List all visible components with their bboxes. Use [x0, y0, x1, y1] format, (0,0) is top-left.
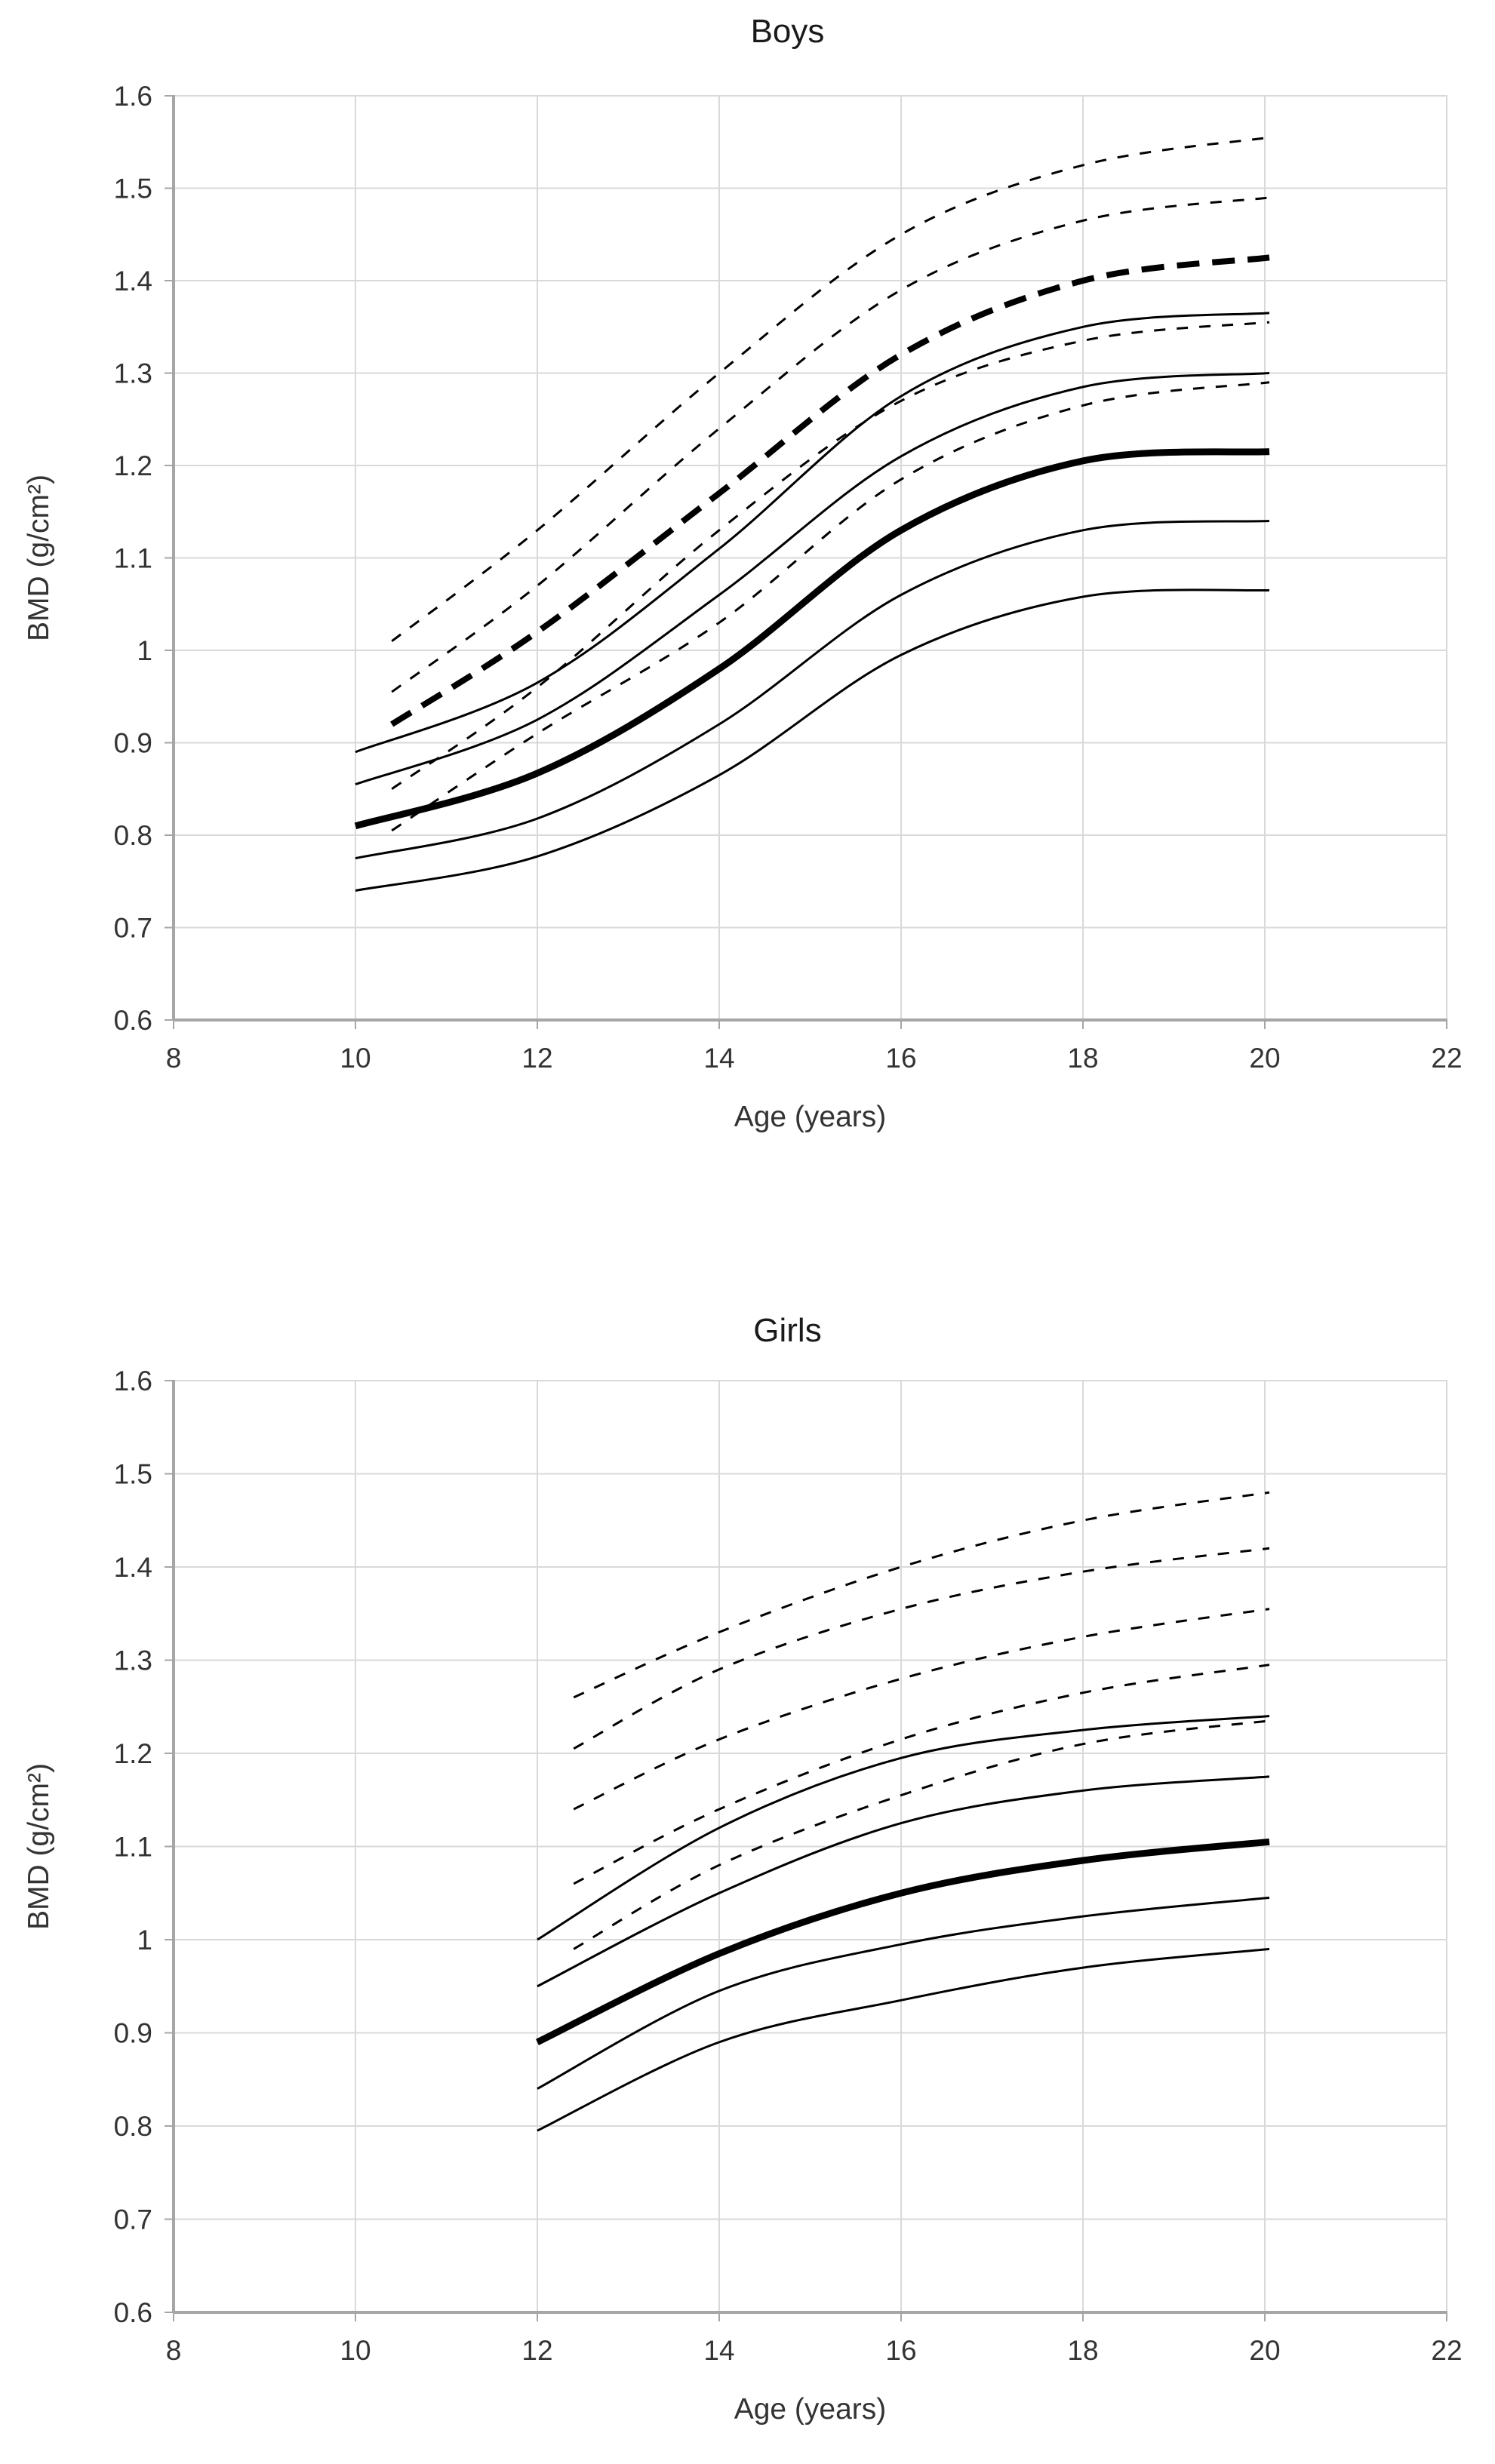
curve-boys-solid-upper-2: [355, 372, 1270, 786]
chart-title-boys: Boys: [751, 13, 825, 50]
curve-girls-solid-lower-2: [537, 1947, 1270, 2132]
curve-girls-dashed-median: [573, 1608, 1270, 1811]
y-tick-label-girls-7: 0.9: [114, 2018, 152, 2049]
curve-boys-dashed-upper-1: [391, 136, 1270, 642]
chart-boys: Boys 8 10 12 14 16 18 20 22 1.6 1.5 1.4 1.3 1.2 1.1 1 0.…: [23, 13, 1463, 1133]
grid-boys: [173, 95, 1447, 1021]
x-tick-label-girls-6: 20: [1249, 2335, 1280, 2366]
x-tick-label-girls-2: 12: [521, 2335, 552, 2366]
curve-girls-dashed-lower-1: [573, 1664, 1270, 1885]
curve-girls-solid-median: [536, 1838, 1270, 2045]
x-axis-title-boys: Age (years): [734, 1101, 887, 1133]
curve-boys-solid-lower-2: [355, 588, 1270, 892]
curve-boys-dashed-lower-2: [391, 381, 1270, 832]
x-tick-label-boys-2: 12: [521, 1043, 552, 1074]
x-tick-label-girls-5: 18: [1067, 2335, 1098, 2366]
curves-girls: [536, 1491, 1270, 2132]
y-tick-label-girls-5: 1.1: [114, 1832, 152, 1863]
curve-girls-solid-upper-2: [537, 1775, 1270, 1988]
curves-boys: [354, 136, 1270, 892]
grid-girls: [173, 1380, 1447, 2313]
y-tick-label-boys-8: 0.8: [114, 820, 152, 851]
y-tick-label-girls-6: 1: [137, 1925, 152, 1956]
curve-boys-solid-median: [354, 448, 1270, 830]
x-tick-label-girls-4: 16: [885, 2335, 916, 2366]
curve-boys-dashed-upper-2: [391, 196, 1270, 693]
y-tick-label-boys-9: 0.7: [114, 913, 152, 944]
curve-girls-dashed-upper-2: [573, 1547, 1270, 1750]
x-tick-label-girls-7: 22: [1431, 2335, 1462, 2366]
x-tick-label-girls-0: 8: [166, 2335, 182, 2366]
curve-boys-dashed-median: [390, 254, 1270, 727]
y-tick-label-girls-3: 1.3: [114, 1645, 152, 1676]
x-tick-label-boys-3: 14: [703, 1043, 734, 1074]
chart-girls: Girls 8 10 12 14 16 18 20 22 1.6 1.5 1.4 1.3 1.2 1.1 1 0…: [23, 1312, 1463, 2426]
chart-title-girls: Girls: [753, 1312, 821, 1349]
y-tick-label-girls-9: 0.7: [114, 2204, 152, 2235]
curve-girls-dashed-lower-2: [573, 1719, 1270, 1950]
x-tick-label-boys-7: 22: [1431, 1043, 1462, 1074]
y-tick-label-girls-2: 1.4: [114, 1552, 152, 1583]
y-tick-label-boys-7: 0.9: [114, 728, 152, 759]
y-tick-label-boys-1: 1.5: [114, 174, 152, 204]
y-tick-label-boys-4: 1.2: [114, 450, 152, 481]
curve-boys-dashed-lower-1: [391, 321, 1270, 791]
x-axis-title-girls: Age (years): [734, 2393, 887, 2426]
x-tick-label-boys-1: 10: [340, 1043, 371, 1074]
y-tick-label-boys-0: 1.6: [114, 81, 152, 112]
curve-boys-solid-lower-1: [355, 520, 1270, 860]
y-tick-label-girls-0: 1.6: [114, 1366, 152, 1396]
x-tick-label-boys-0: 8: [166, 1043, 182, 1074]
x-tick-label-boys-5: 18: [1067, 1043, 1098, 1074]
y-tick-label-girls-8: 0.8: [114, 2111, 152, 2142]
y-tick-label-boys-10: 0.6: [114, 1005, 152, 1036]
x-tick-label-girls-3: 14: [703, 2335, 734, 2366]
y-tick-label-boys-5: 1.1: [114, 543, 152, 574]
curve-girls-dashed-upper-1: [573, 1491, 1270, 1699]
x-tick-label-boys-4: 16: [885, 1043, 916, 1074]
y-tick-label-girls-4: 1.2: [114, 1738, 152, 1769]
y-tick-label-boys-6: 1: [137, 635, 152, 666]
y-tick-label-boys-3: 1.3: [114, 358, 152, 389]
curve-boys-solid-upper-1: [355, 312, 1270, 754]
curve-girls-solid-upper-1: [537, 1715, 1270, 1941]
y-tick-label-girls-10: 0.6: [114, 2297, 152, 2328]
y-tick-label-girls-1: 1.5: [114, 1459, 152, 1490]
x-tick-label-boys-6: 20: [1249, 1043, 1280, 1074]
y-tick-label-boys-2: 1.4: [114, 266, 152, 296]
y-axis-title-girls: BMD (g/cm²): [23, 1763, 55, 1930]
x-tick-label-girls-1: 10: [340, 2335, 371, 2366]
y-axis-title-boys: BMD (g/cm²): [23, 475, 55, 641]
curve-girls-solid-lower-1: [537, 1896, 1270, 2090]
